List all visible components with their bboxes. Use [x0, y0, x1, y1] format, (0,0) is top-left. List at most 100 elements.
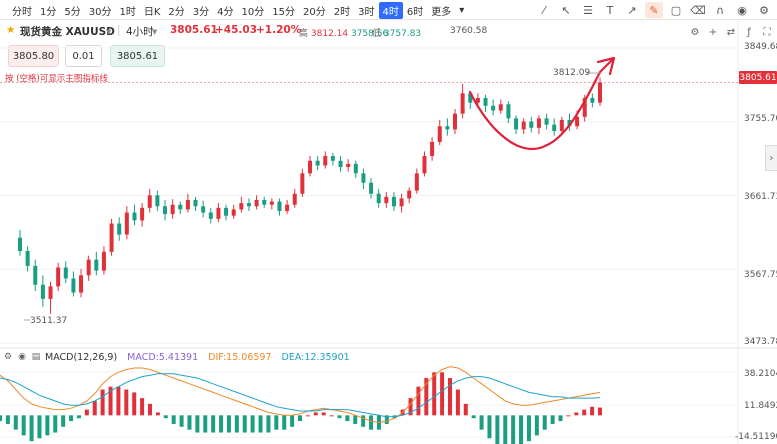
macd-histogram-bar: [337, 415, 342, 419]
pane-menu-icon[interactable]: ▤: [31, 352, 41, 362]
eye-icon[interactable]: ◉: [18, 352, 26, 362]
candle-body: [468, 93, 473, 103]
fib-icon[interactable]: ☰: [583, 3, 593, 17]
period-selector[interactable]: 4小时: [126, 26, 154, 38]
timeframe-3[interactable]: 30分: [88, 6, 112, 18]
macd-histogram-bar: [29, 415, 34, 442]
timeframe-15[interactable]: 6时: [406, 6, 424, 18]
candle-body: [163, 206, 167, 215]
timeframe-6[interactable]: 2分: [168, 6, 185, 18]
period-dropdown-caret-icon[interactable]: ▾: [152, 26, 158, 38]
magnet-icon[interactable]: ∩: [715, 3, 725, 17]
text-icon[interactable]: T: [606, 3, 614, 17]
candle-body: [460, 93, 465, 114]
macd-histogram-bar: [353, 415, 358, 424]
more-caret-icon[interactable]: ▾: [459, 4, 465, 16]
brush-icon[interactable]: ✎: [645, 2, 663, 18]
ohlc-low: 低 3757.83: [372, 26, 421, 39]
timeframe-0[interactable]: 分时: [12, 6, 32, 18]
symbol-row: ★ 现货黄金 XAUUSD ▾ | 4小时 ▾ 3805.61 +45.03 +…: [0, 20, 777, 42]
macd-histogram-bar: [432, 372, 437, 416]
timeframe-5[interactable]: 日K: [143, 6, 161, 18]
annotation-layer: [24, 56, 616, 321]
macd-histogram-bar: [582, 409, 587, 416]
macd-histogram-bar: [566, 415, 571, 417]
eye-icon[interactable]: ◉: [737, 3, 747, 17]
candle-body: [109, 223, 114, 252]
candle-body: [216, 207, 221, 219]
timeframe-14[interactable]: 4时: [378, 1, 403, 19]
high-label: 高: [299, 29, 309, 39]
high-price-marker: 3812.09: [553, 68, 591, 78]
candle-body: [201, 206, 206, 213]
quantity-input[interactable]: 0.01: [65, 45, 102, 67]
symbol-dropdown-caret-icon[interactable]: ▾: [106, 26, 112, 38]
candle-body: [536, 118, 541, 128]
macd-histogram-bar: [305, 415, 310, 417]
price-axis-label: 3849.68: [744, 42, 777, 52]
macd-histogram-bar: [5, 415, 10, 424]
symbol-name[interactable]: 现货黄金 XAUUSD: [20, 26, 115, 38]
timeframe-13[interactable]: 3时: [358, 6, 375, 18]
candle-body: [376, 193, 381, 204]
arrow-icon[interactable]: ↗: [627, 3, 637, 17]
sell-price-button[interactable]: 3805.80: [8, 45, 59, 67]
buy-price-button[interactable]: 3805.61: [110, 45, 165, 67]
favorite-star-icon[interactable]: ★: [6, 24, 16, 36]
macd-histogram-bar: [574, 412, 579, 416]
macd-histogram-bar: [424, 378, 429, 416]
candle-body: [292, 193, 297, 205]
arrow-head-annotation: [596, 56, 616, 76]
candle-body: [590, 97, 595, 103]
compare-icon[interactable]: ⇄: [726, 26, 736, 38]
price-change: +45.03: [215, 24, 258, 36]
macd-histogram-bar: [100, 389, 105, 416]
price-axis-label: 3567.75: [744, 270, 777, 280]
settings-icon[interactable]: ⚙: [3, 352, 13, 362]
macd-histogram-bar: [13, 415, 18, 430]
candle-body: [147, 195, 152, 208]
timeframe-1[interactable]: 1分: [40, 6, 57, 18]
timeframe-11[interactable]: 20分: [303, 6, 326, 18]
candlestick-series: [18, 77, 602, 314]
macd-histogram-bar: [76, 415, 81, 419]
macd-histogram-bar: [558, 415, 563, 422]
candle-body: [315, 160, 320, 166]
candle-body: [414, 173, 419, 191]
crosshair-icon[interactable]: +: [708, 26, 718, 38]
timeframe-16[interactable]: 更多: [431, 6, 452, 18]
candle-body: [521, 121, 526, 130]
macd-histogram-bar: [132, 392, 137, 416]
macd-histogram-bar: [455, 389, 460, 416]
timeframe-8[interactable]: 4分: [217, 6, 234, 18]
timeframe-2[interactable]: 5分: [64, 6, 81, 18]
candle-body: [483, 97, 488, 106]
macd-histogram-bar: [471, 415, 476, 419]
eraser-icon[interactable]: ⌫: [690, 3, 706, 17]
cursor-icon[interactable]: ↖: [561, 3, 571, 17]
macd-histogram-bar: [179, 415, 184, 427]
indicator-hint: 按 (空格)可显示主图指标线: [5, 74, 108, 84]
trend-line-icon[interactable]: ⁄: [543, 3, 545, 17]
macd-histogram-bar: [313, 412, 318, 416]
settings-icon[interactable]: ⚙: [690, 26, 700, 38]
grid-lines: [0, 20, 777, 444]
candle-body: [445, 126, 450, 130]
timeframe-4[interactable]: 1时: [119, 6, 136, 18]
collapse-panel-chevron-icon[interactable]: ›: [765, 145, 777, 171]
macd-histogram-bar: [550, 415, 555, 424]
timeframe-7[interactable]: 3分: [192, 6, 210, 18]
candle-body: [231, 209, 236, 216]
macd-value: MACD:5.41391: [127, 351, 199, 363]
timeframe-10[interactable]: 15分: [272, 6, 296, 18]
screenshot-icon[interactable]: ▢: [670, 3, 682, 17]
fullscreen-icon[interactable]: ⛶: [763, 26, 771, 38]
settings-icon[interactable]: ⚙: [759, 3, 769, 17]
candle-body: [582, 97, 587, 117]
timeframe-12[interactable]: 2时: [333, 6, 351, 18]
indicator-icon[interactable]: ƒ: [747, 26, 751, 38]
timeframe-9[interactable]: 10分: [241, 6, 265, 18]
candle-body: [559, 119, 564, 131]
candle-body: [475, 97, 480, 103]
